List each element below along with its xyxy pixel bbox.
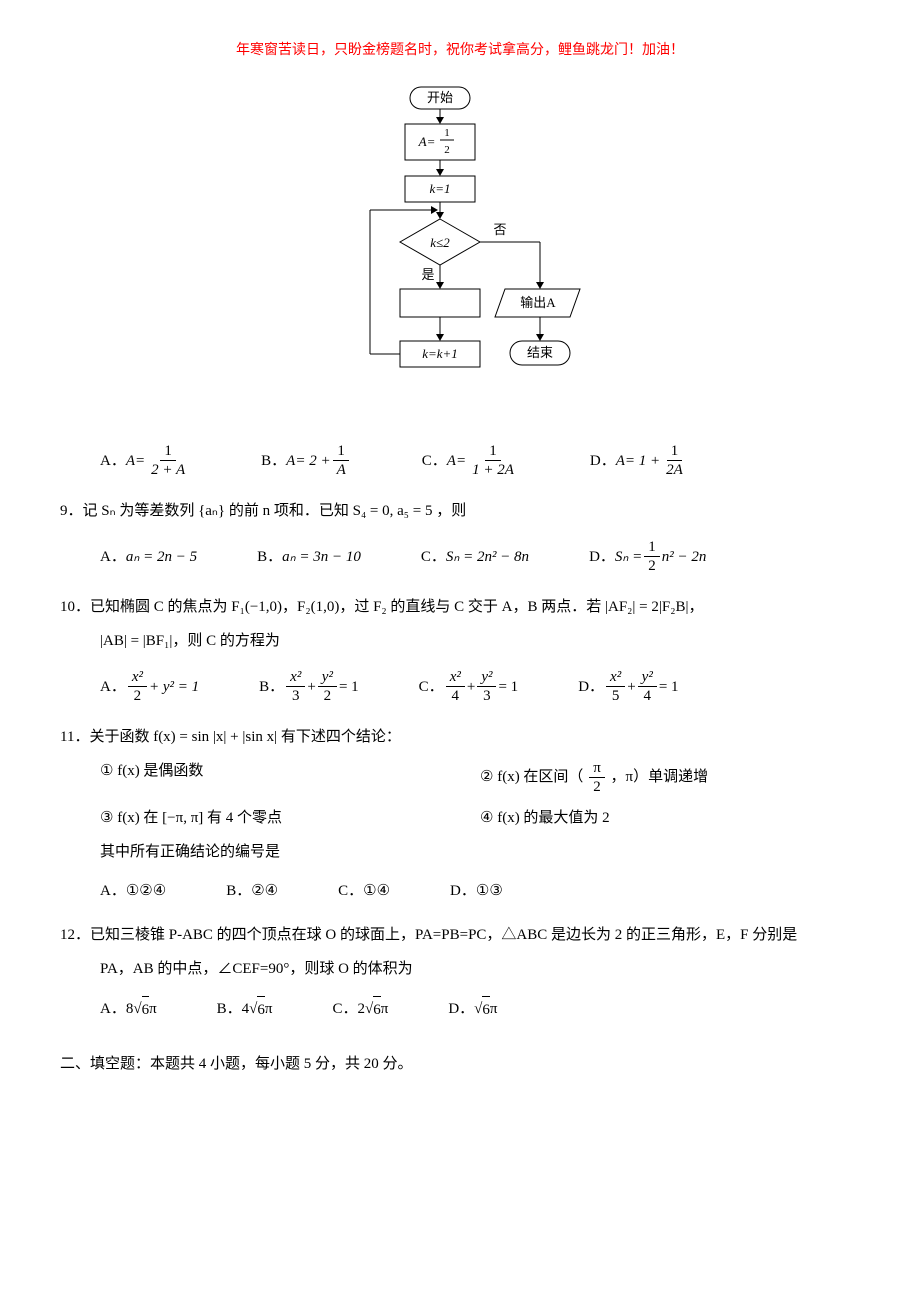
svg-text:否: 否 (493, 222, 506, 237)
q12-option-a: A．8 √6π (100, 996, 157, 1022)
q11-option-c: C．①④ (338, 879, 390, 903)
svg-text:k=1: k=1 (429, 181, 450, 196)
q11-options: A．①②④ B．②④ C．①④ D．①③ (100, 879, 860, 903)
flowchart-diagram: 开始 A= 1 2 k=1 k≤2 否 是 (60, 82, 860, 412)
svg-text:是: 是 (421, 267, 434, 282)
q11-statement-3: ③ f(x) 在 [−π, π] 有 4 个零点 (100, 806, 480, 830)
flow-start-label: 开始 (427, 90, 453, 105)
q11-option-d: D．①③ (450, 879, 503, 903)
q9-option-a: A．aₙ = 2n − 5 (100, 538, 197, 575)
q11-option-b: B．②④ (226, 879, 278, 903)
q12-option-d: D． √6π (448, 996, 497, 1022)
motivational-header: 年寒窗苦读日，只盼金榜题名时，祝你考试拿高分，鲤鱼跳龙门！加油！ (60, 40, 860, 62)
svg-text:2: 2 (444, 144, 450, 156)
section-2-header: 二、填空题：本题共 4 小题，每小题 5 分，共 20 分。 (60, 1052, 860, 1076)
q9-option-d: D．Sₙ = 12 n² − 2n (589, 538, 706, 575)
q11-statements-row2: ③ f(x) 在 [−π, π] 有 4 个零点 ④ f(x) 的最大值为 2 (100, 806, 860, 830)
q8-option-a: A．A= 12 + A (100, 442, 191, 479)
q10-stem-line1: 10．已知椭圆 C 的焦点为 F₁(−1,0)，F₂(1,0)，过 F₂ 的直线… (60, 595, 860, 619)
q9-option-c: C．Sₙ = 2n² − 8n (421, 538, 529, 575)
q8-options: A．A= 12 + A B．A= 2 + 1A C．A= 11 + 2A D．A… (100, 442, 860, 479)
q10-option-c: C． x²4 + y²3 = 1 (419, 668, 519, 705)
q10-option-d: D． x²5 + y²4 = 1 (578, 668, 678, 705)
q11-prompt: 其中所有正确结论的编号是 (100, 840, 860, 864)
svg-text:结束: 结束 (527, 345, 553, 360)
q12-stem-line2: PA，AB 的中点，∠CEF=90°，则球 O 的体积为 (100, 957, 860, 981)
q8-option-d: D．A= 1 + 12A (590, 442, 689, 479)
q12-options: A．8 √6π B．4 √6π C．2 √6π D． √6π (100, 996, 860, 1022)
q10-stem-line2: |AB| = |BF₁|，则 C 的方程为 (100, 629, 860, 653)
q12-option-b: B．4 √6π (217, 996, 273, 1022)
q10-option-b: B． x²3 + y²2 = 1 (259, 668, 359, 705)
q9-stem: 9．记 Sₙ 为等差数列 {aₙ} 的前 n 项和．已知 S₄ = 0, a₅ … (60, 499, 860, 523)
q11-stem: 11．关于函数 f(x) = sin |x| + |sin x| 有下述四个结论… (60, 725, 860, 749)
q11-statement-4: ④ f(x) 的最大值为 2 (480, 806, 860, 830)
q8-option-b: B．A= 2 + 1A (261, 442, 352, 479)
svg-text:A=: A= (418, 134, 436, 149)
svg-text:k=k+1: k=k+1 (422, 346, 458, 361)
q12-stem-line1: 12．已知三棱锥 P-ABC 的四个顶点在球 O 的球面上，PA=PB=PC，△… (60, 923, 860, 947)
q9-option-b: B．aₙ = 3n − 10 (257, 538, 361, 575)
q11-option-a: A．①②④ (100, 879, 166, 903)
svg-text:k≤2: k≤2 (430, 235, 450, 250)
svg-text:输出A: 输出A (520, 295, 556, 310)
q12-option-c: C．2 √6π (332, 996, 388, 1022)
q8-option-c: C．A= 11 + 2A (422, 442, 520, 479)
q10-option-a: A． x²2 + y² = 1 (100, 668, 199, 705)
q9-options: A．aₙ = 2n − 5 B．aₙ = 3n − 10 C．Sₙ = 2n² … (100, 538, 860, 575)
q11-statement-1: ① f(x) 是偶函数 (100, 759, 480, 796)
svg-text:1: 1 (444, 127, 450, 139)
q10-options: A． x²2 + y² = 1 B． x²3 + y²2 = 1 C． x²4 … (100, 668, 860, 705)
q11-statements-row1: ① f(x) 是偶函数 ② f(x) 在区间（ π2 ，π）单调递增 (100, 759, 860, 796)
q11-statement-2: ② f(x) 在区间（ π2 ，π）单调递增 (480, 759, 860, 796)
